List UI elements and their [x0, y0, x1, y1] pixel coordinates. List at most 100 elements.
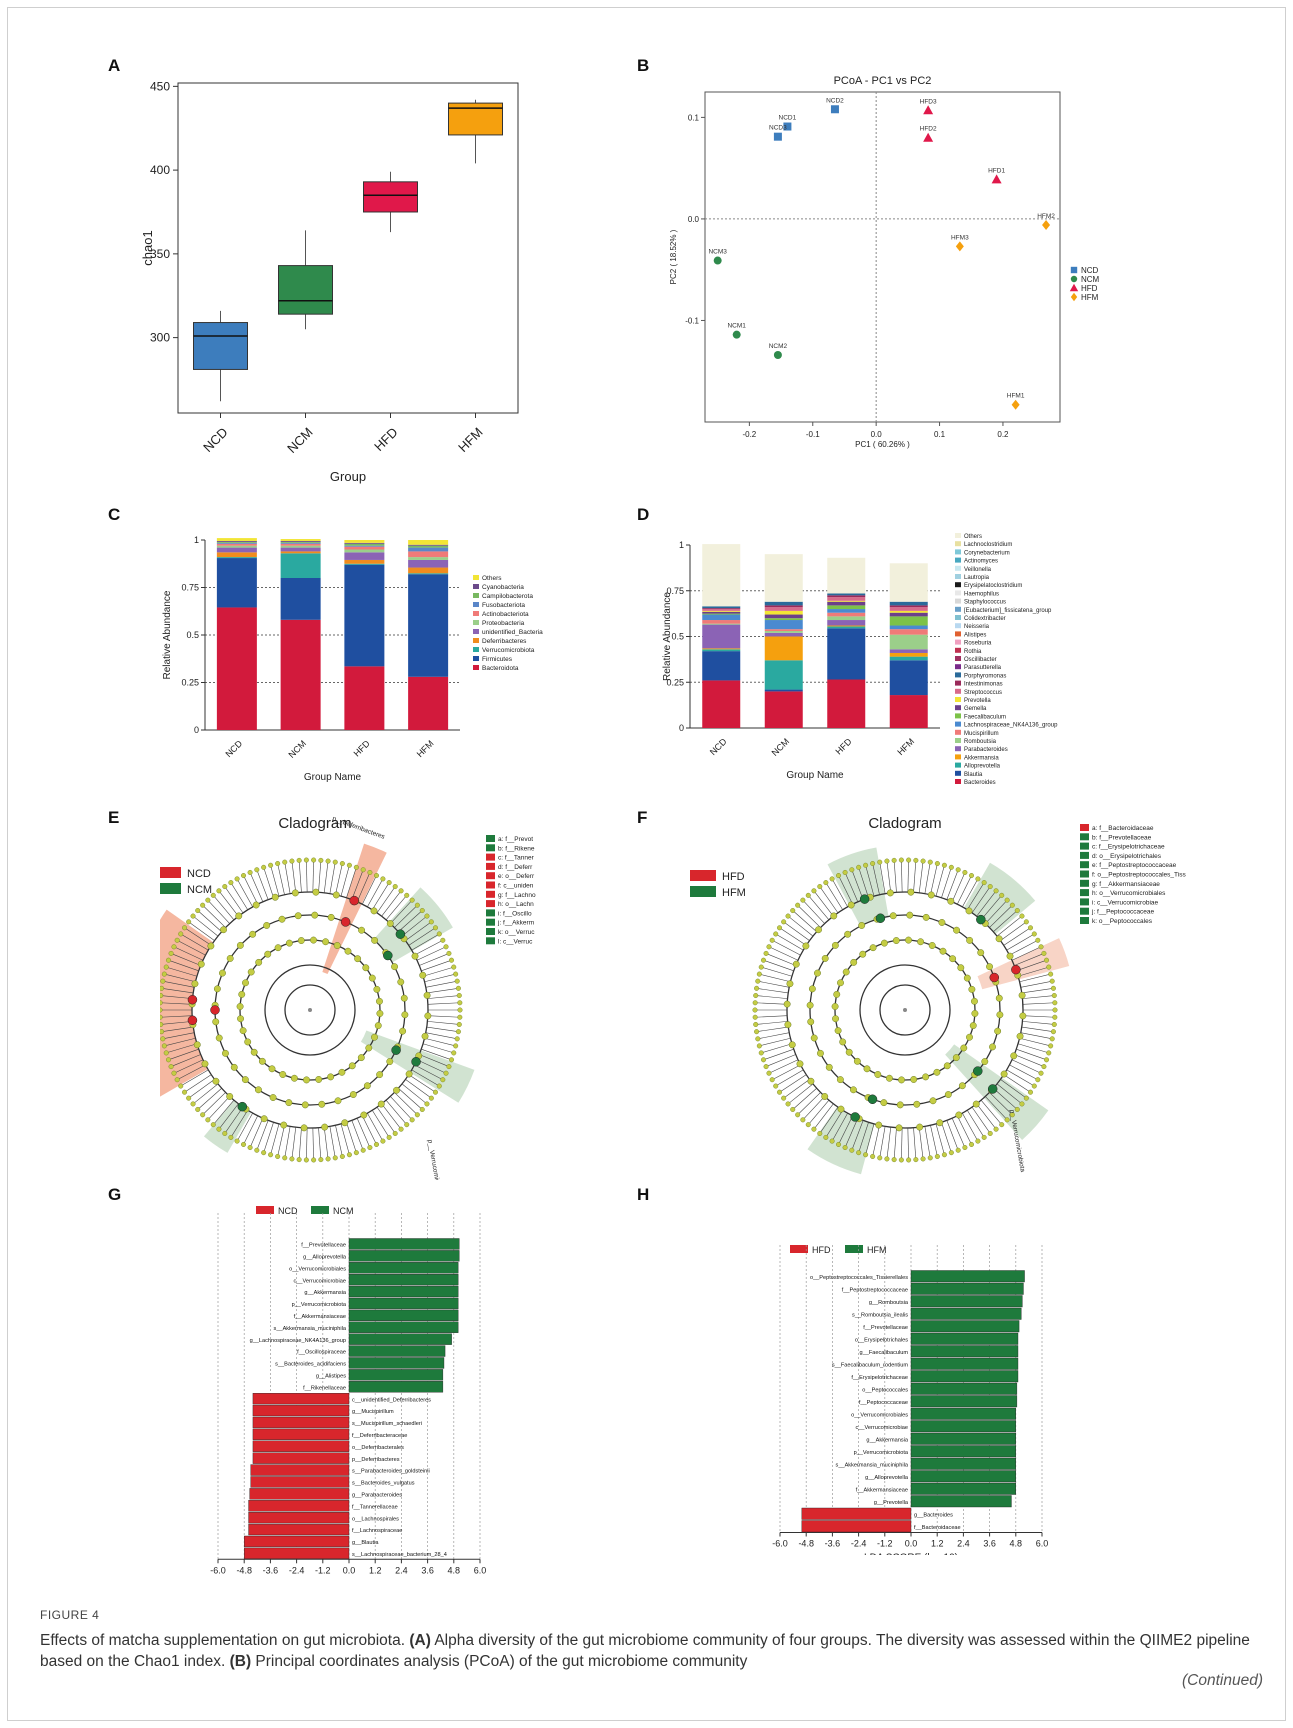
clade-node	[222, 1049, 229, 1057]
leaf-node	[934, 1153, 940, 1159]
clade-node	[371, 936, 379, 944]
stacked-bar-segment	[344, 666, 385, 730]
clade-node	[376, 1010, 384, 1017]
leaf-node	[428, 919, 434, 925]
stacked-bar-segment	[827, 557, 866, 594]
legend-swatch	[955, 606, 961, 612]
lda-bar-label: p__Verrucomicrobiota	[854, 1450, 909, 1456]
clade-node	[250, 1048, 258, 1056]
cladogram-branch	[291, 1127, 297, 1159]
clade-node	[972, 1100, 980, 1108]
cladogram-branch	[367, 878, 384, 908]
clade-node	[310, 936, 317, 944]
leaf-node	[1035, 937, 1041, 943]
marker-circle	[773, 350, 782, 359]
cladogram-branch	[398, 1088, 423, 1110]
leaf-node	[927, 859, 933, 865]
cladogram-branch	[394, 1092, 418, 1115]
lda-bar	[910, 1407, 1017, 1420]
chao1-boxplot: 300 350 400 450 chao1 NCD NCM HFD HFM Group	[140, 79, 519, 484]
leaf-node	[1048, 1043, 1054, 1049]
stacked-bar-segment	[889, 612, 928, 617]
key-swatch	[486, 909, 495, 917]
leaf-node	[752, 1014, 758, 1020]
stacked-bar-segment	[827, 616, 866, 621]
cladogram-branch	[985, 1096, 1008, 1121]
cladogram-branch	[166, 1043, 198, 1054]
key-label: l: c__Verruc	[498, 938, 533, 945]
clade-node	[874, 1071, 882, 1078]
leaf-node	[254, 867, 260, 873]
stacked-bar-segment	[764, 629, 803, 632]
legend-swatch	[955, 770, 961, 776]
legend-label: Faecalibaculum	[964, 714, 1006, 720]
key-swatch	[486, 844, 495, 852]
lda-bar-label: g__Prevotella	[874, 1500, 909, 1506]
cladogram-branch	[197, 910, 222, 932]
clade-node	[910, 1076, 918, 1083]
clade-highlight	[373, 887, 453, 963]
cladogram-branch	[362, 875, 377, 905]
clade-node	[815, 926, 822, 934]
key-label: e: o__Deferr	[498, 873, 535, 880]
stacked-bar-segment	[408, 573, 449, 575]
lda-bar	[910, 1395, 1018, 1408]
clade-node	[219, 969, 226, 977]
cladogram-branch	[207, 899, 230, 924]
key-label: a: f__Bacteroidaceae	[1092, 825, 1154, 832]
leaf-node	[168, 950, 174, 956]
leaf-node	[811, 888, 817, 894]
highlighted-node	[237, 1101, 248, 1112]
leaf-node	[367, 869, 373, 875]
leaf-node	[424, 913, 430, 919]
cladogram-branch	[401, 915, 428, 937]
key-label: i: c__Verrucomicrobiae	[1092, 899, 1158, 906]
cladogram-branch	[802, 899, 825, 924]
legend-label: Proteobacteria	[482, 620, 525, 627]
leaf-node	[1052, 1007, 1058, 1013]
leaf-node	[1019, 913, 1025, 919]
cladogram-branch	[177, 1064, 206, 1080]
stacked-bar-segment	[216, 607, 257, 730]
stacked-bar-segment	[280, 547, 321, 552]
stacked-bar-segment	[216, 557, 257, 559]
clade-node	[844, 930, 852, 938]
cladogram-branch	[424, 1037, 456, 1047]
plot-frame	[177, 82, 519, 414]
clade-node	[357, 1054, 365, 1062]
root-node	[308, 1008, 312, 1012]
cladogram-branch	[935, 865, 945, 897]
clade-node	[927, 891, 935, 899]
leaf-node	[182, 925, 188, 931]
x-tick-label: 2.4	[395, 1565, 408, 1575]
clade-node	[966, 936, 974, 944]
clade-node	[989, 1043, 996, 1051]
cladogram-branch	[865, 865, 875, 897]
leaf-node	[962, 1145, 968, 1151]
cladogram-branch	[831, 878, 848, 908]
clade-node	[318, 1100, 326, 1108]
key-label: g: f__Lachno	[498, 892, 536, 899]
legend-label: Staphylococcus	[964, 600, 1006, 606]
lda-bar	[252, 1452, 350, 1464]
leaf-node	[773, 931, 779, 937]
highlighted-node	[976, 914, 986, 925]
leaf-node	[163, 964, 169, 970]
cladogram-branch	[160, 995, 193, 999]
leaf-node	[913, 857, 919, 863]
leaf-node	[906, 1157, 912, 1163]
clade-node	[401, 1011, 409, 1019]
lda-bar	[910, 1345, 1019, 1358]
clade-node	[360, 1111, 368, 1119]
legend-label: Romboutsia	[964, 739, 997, 745]
lda-bar-label: f__Bacteroidaceae	[914, 1525, 961, 1531]
cladogram-branch	[1000, 921, 1027, 941]
leaf-node	[761, 1057, 767, 1063]
leaf-node	[261, 1150, 267, 1156]
leaf-node	[332, 859, 338, 865]
cladogram-branch	[779, 1074, 807, 1093]
cladogram-branch	[249, 1118, 264, 1148]
leaf-node	[1041, 950, 1047, 956]
cladogram-branch	[901, 1127, 903, 1160]
cladogram-branch	[886, 861, 892, 893]
